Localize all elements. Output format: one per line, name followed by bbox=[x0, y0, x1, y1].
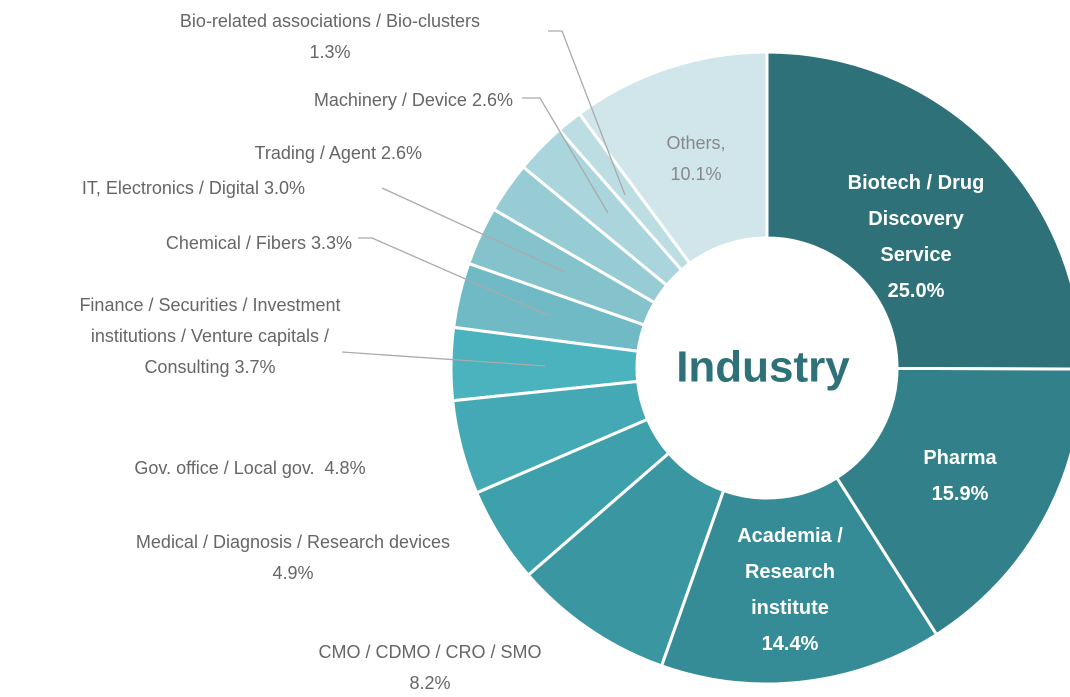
donut-slice bbox=[451, 379, 650, 495]
center-title: Industry bbox=[676, 343, 850, 392]
slice-label: IT, Electronics / Digital 3.0% bbox=[0, 173, 305, 204]
leader-line bbox=[381, 187, 566, 273]
leader-line bbox=[548, 30, 626, 196]
value-label: 2.6% bbox=[380, 143, 422, 163]
value-label: 10.1% bbox=[670, 164, 722, 184]
value-label: 4.8% bbox=[324, 458, 366, 478]
category-label: IT, Electronics / Digital bbox=[81, 178, 259, 198]
slice-label: Gov. office / Local gov. 4.8% bbox=[60, 453, 440, 484]
value-label: 25.0% bbox=[887, 280, 945, 302]
donut-slice bbox=[577, 50, 769, 266]
value-label: 8.2% bbox=[409, 673, 451, 693]
slice-label: Others, 10.1% bbox=[646, 128, 746, 190]
category-label: Academia / Research institute bbox=[737, 525, 843, 619]
category-label: Biotech / Drug Discovery Service bbox=[847, 172, 985, 266]
value-label: 3.3% bbox=[310, 233, 352, 253]
donut-slice bbox=[834, 366, 1070, 637]
category-label: Gov. office / Local gov. bbox=[134, 458, 315, 478]
value-label: 3.0% bbox=[263, 178, 305, 198]
donut-slice bbox=[466, 207, 657, 327]
slice-label: Medical / Diagnosis / Research devices 4.… bbox=[78, 527, 508, 589]
slice-label: Trading / Agent 2.6% bbox=[60, 138, 422, 169]
value-label: 15.9% bbox=[931, 483, 989, 505]
leader-lines bbox=[341, 30, 626, 367]
donut-slice bbox=[521, 127, 684, 288]
leader-line bbox=[341, 351, 546, 367]
value-label: 3.7% bbox=[234, 357, 276, 377]
value-label: 2.6% bbox=[471, 90, 513, 110]
category-label: Trading / Agent bbox=[254, 143, 376, 163]
slice-label: Finance / Securities / Investment instit… bbox=[70, 290, 350, 383]
donut-slice bbox=[449, 325, 640, 403]
category-label: Chemical / Fibers bbox=[165, 233, 306, 253]
value-label: 4.9% bbox=[272, 563, 314, 583]
slice-label: Machinery / Device 2.6% bbox=[150, 85, 513, 116]
category-label: Pharma bbox=[923, 447, 997, 469]
slice-label: Biotech / Drug Discovery Service 25.0% bbox=[836, 165, 996, 309]
donut-slice bbox=[765, 50, 1070, 371]
slice-label: Pharma 15.9% bbox=[900, 440, 1020, 512]
donut-slice bbox=[451, 261, 647, 353]
slice-label: Chemical / Fibers 3.3% bbox=[60, 228, 352, 259]
donut-slice bbox=[474, 417, 671, 578]
donut-slice bbox=[526, 451, 726, 668]
category-label: Bio-related associations / Bio-clusters bbox=[179, 11, 481, 31]
slice-label: Academia / Research institute 14.4% bbox=[715, 518, 865, 662]
category-label: CMO / CDMO / CRO / SMO bbox=[318, 642, 542, 662]
value-label: 1.3% bbox=[309, 42, 351, 62]
leader-line bbox=[522, 97, 609, 214]
leader-line bbox=[358, 237, 551, 317]
donut-slice bbox=[491, 164, 669, 305]
value-label: 14.4% bbox=[761, 633, 819, 655]
category-label: Machinery / Device bbox=[313, 90, 467, 110]
slice-label: Bio-related associations / Bio-clusters 1… bbox=[120, 6, 540, 68]
category-label: Finance / Securities / Investment instit… bbox=[79, 295, 341, 377]
category-label: Others, bbox=[666, 133, 726, 153]
slice-label: CMO / CDMO / CRO / SMO 8.2% bbox=[270, 637, 590, 697]
category-label: Medical / Diagnosis / Research devices bbox=[135, 532, 451, 552]
